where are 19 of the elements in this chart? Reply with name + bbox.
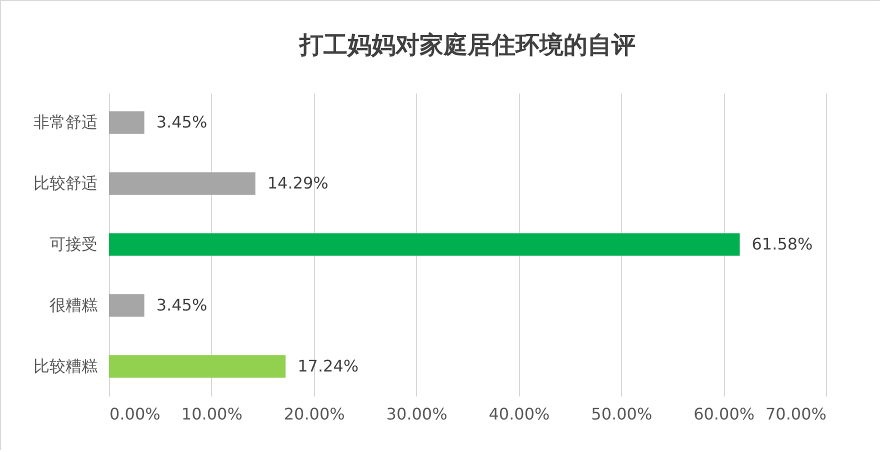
y-tick-label: 可接受 — [50, 234, 98, 254]
chart-title: 打工妈妈对家庭居住环境的自评 — [298, 31, 636, 59]
x-tick-label: 70.00% — [765, 404, 826, 424]
data-label: 14.29% — [267, 174, 328, 193]
x-tick-label: 50.00% — [591, 404, 652, 424]
data-label: 3.45% — [156, 295, 208, 314]
y-tick-label: 比较糟糕 — [34, 356, 98, 376]
data-label: 61.58% — [752, 234, 813, 254]
y-tick-label: 非常舒适 — [34, 112, 98, 132]
x-tick-label: 0.00% — [110, 404, 160, 424]
y-tick-label: 很糟糕 — [50, 295, 98, 314]
data-label: 17.24% — [298, 356, 359, 376]
y-tick-label: 比较舒适 — [34, 174, 98, 193]
data-label: 3.45% — [156, 112, 208, 132]
x-tick-label: 20.00% — [284, 404, 345, 424]
x-tick-label: 40.00% — [488, 404, 550, 424]
x-tick-label: 30.00% — [386, 404, 448, 424]
x-tick-label: 60.00% — [694, 404, 755, 424]
x-tick-label: 10.00% — [181, 404, 242, 424]
